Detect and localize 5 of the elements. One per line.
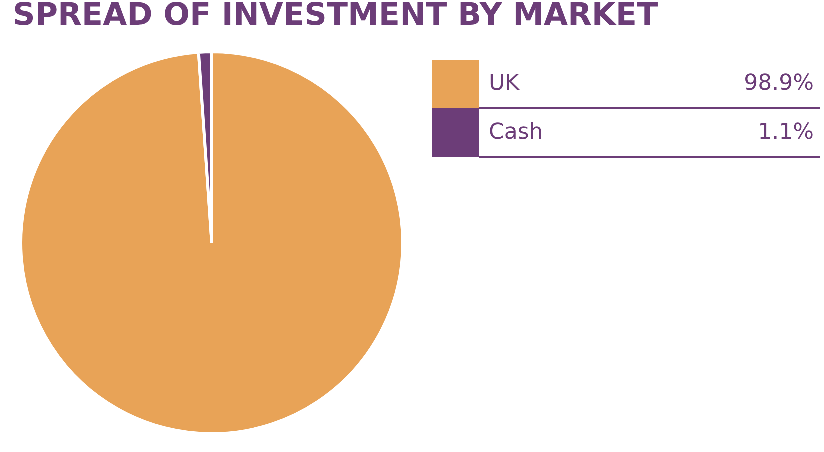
legend-label: Cash bbox=[479, 108, 689, 157]
data-label: 1.1% bbox=[689, 108, 820, 157]
chart-title: SPREAD OF INVESTMENT BY MARKET bbox=[13, 0, 658, 33]
legend-label: UK bbox=[479, 60, 689, 108]
data-label: 98.9% bbox=[689, 60, 820, 108]
